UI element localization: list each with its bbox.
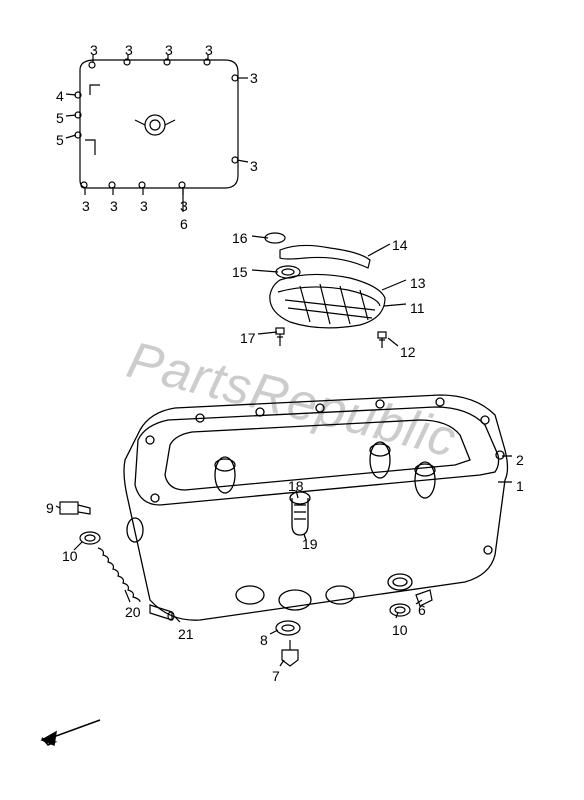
callout-number: 17 bbox=[240, 330, 256, 346]
callout-number: 2 bbox=[516, 452, 524, 468]
callout-number: 19 bbox=[302, 536, 318, 552]
callout-number: 7 bbox=[272, 668, 280, 684]
callout-number: 11 bbox=[410, 300, 425, 316]
callout-number: 10 bbox=[392, 622, 408, 638]
callout-number: 5 bbox=[56, 110, 64, 126]
callout-number: 3 bbox=[250, 158, 258, 174]
parts-diagram bbox=[0, 0, 584, 800]
callout-number: 6 bbox=[418, 602, 426, 618]
callout-number: 10 bbox=[62, 548, 78, 564]
callout-number: 3 bbox=[165, 42, 173, 58]
callout-number: 16 bbox=[232, 230, 248, 246]
callout-number: 3 bbox=[90, 42, 98, 58]
callout-number: 4 bbox=[56, 88, 64, 104]
callout-number: 3 bbox=[125, 42, 133, 58]
callout-number: 12 bbox=[400, 344, 416, 360]
callout-number: 13 bbox=[410, 275, 426, 291]
callout-number: 3 bbox=[205, 42, 213, 58]
callout-number: 15 bbox=[232, 264, 248, 280]
callout-number: 1 bbox=[516, 478, 524, 494]
callout-number: 9 bbox=[46, 500, 54, 516]
callout-number: 20 bbox=[125, 604, 141, 620]
callout-number: 6 bbox=[180, 216, 188, 232]
callout-number: 3 bbox=[110, 198, 118, 214]
callout-number: 8 bbox=[260, 632, 268, 648]
callout-number: 3 bbox=[82, 198, 90, 214]
callout-number: 3 bbox=[140, 198, 148, 214]
callout-number: 14 bbox=[392, 237, 408, 253]
callout-number: 18 bbox=[288, 478, 304, 494]
callout-number: 21 bbox=[178, 626, 194, 642]
callout-number: 3 bbox=[180, 198, 188, 214]
callout-number: 5 bbox=[56, 132, 64, 148]
callout-number: 3 bbox=[250, 70, 258, 86]
